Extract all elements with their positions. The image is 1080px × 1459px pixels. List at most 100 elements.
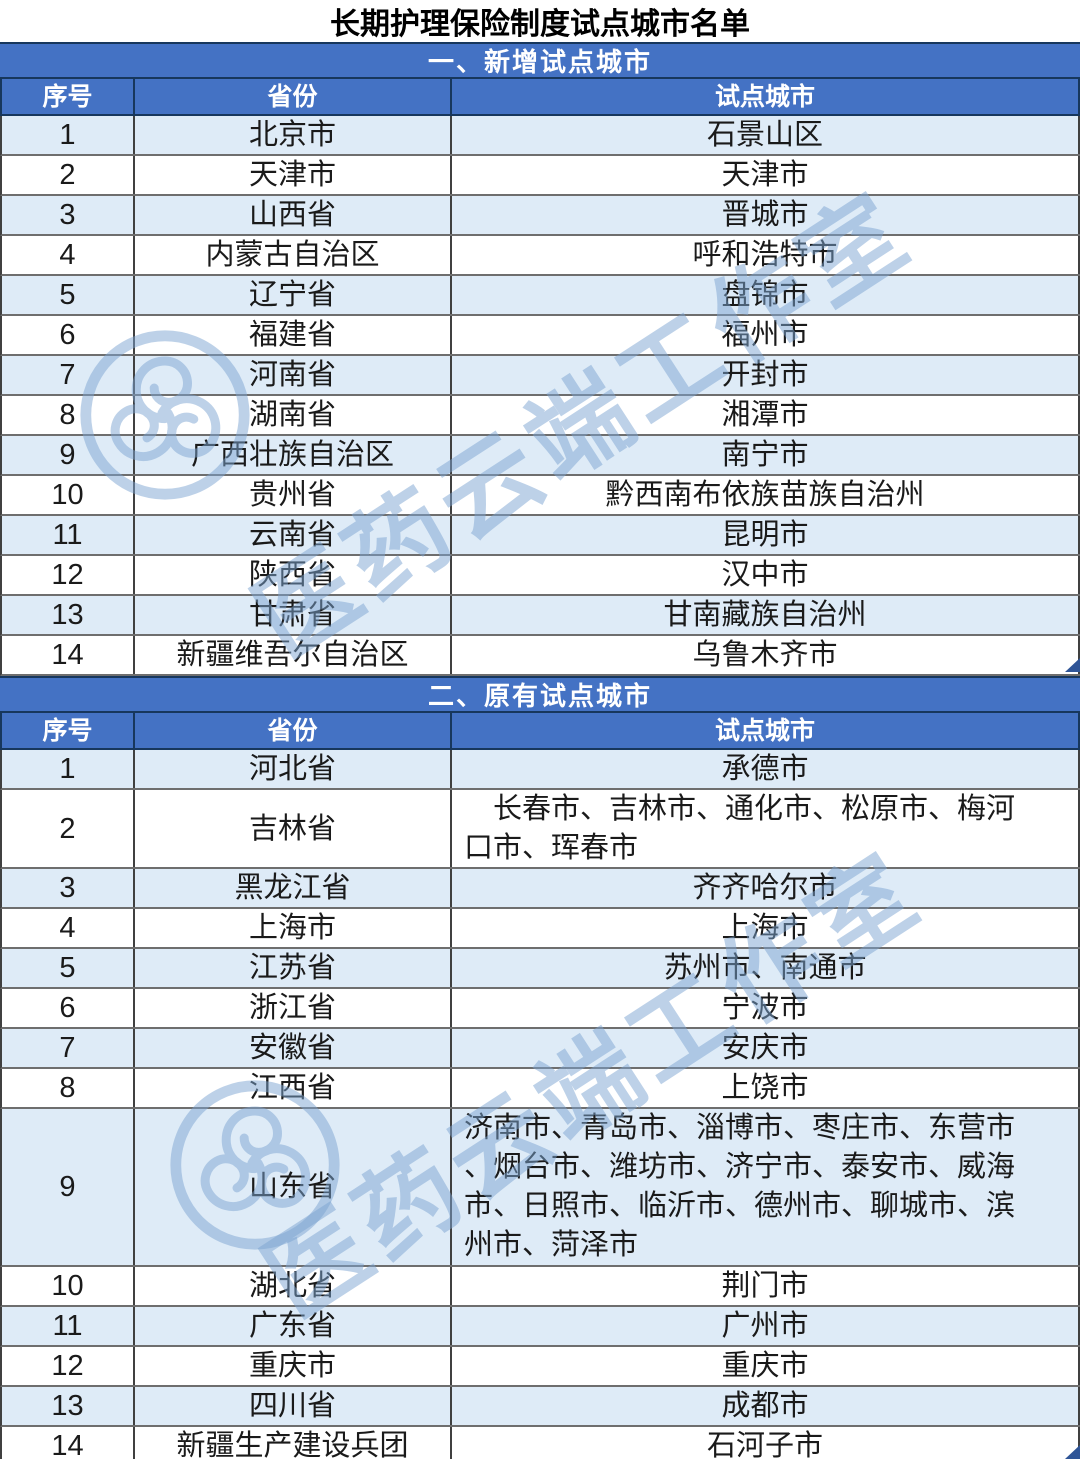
cell-province: 甘肃省 xyxy=(135,596,452,634)
cell-province: 安徽省 xyxy=(135,1029,452,1067)
cell-province: 陕西省 xyxy=(135,556,452,594)
cell-province: 河南省 xyxy=(135,356,452,394)
corner-mark-upper xyxy=(1065,658,1080,672)
cell-province: 四川省 xyxy=(135,1387,452,1425)
cell-province: 新疆维吾尔自治区 xyxy=(135,636,452,674)
table-row: 9 山东省 济南市、青岛市、淄博市、枣庄市、东营市 、烟台市、潍坊市、济宁市、泰安市… xyxy=(0,1109,1080,1267)
table-row: 1 河北省 承德市 xyxy=(0,750,1080,790)
table-row: 10 湖北省 荆门市 xyxy=(0,1267,1080,1307)
table-body: 1 北京市 石景山区 2 天津市 天津市 3 山西省 晋城市 4 内蒙古自治区 呼和浩特市 5 辽宁省 盘锦… xyxy=(0,116,1080,676)
cell-province: 上海市 xyxy=(135,909,452,947)
cell-no: 5 xyxy=(2,949,135,987)
cell-province: 湖北省 xyxy=(135,1267,452,1305)
table-row: 11 云南省 昆明市 xyxy=(0,516,1080,556)
table-row: 5 辽宁省 盘锦市 xyxy=(0,276,1080,316)
table-row: 9 广西壮族自治区 南宁市 xyxy=(0,436,1080,476)
table-row: 14 新疆生产建设兵团 石河子市 xyxy=(0,1427,1080,1459)
cell-no: 4 xyxy=(2,236,135,274)
cell-cities: 乌鲁木齐市 xyxy=(452,636,1080,674)
table-row: 2 吉林省 长春市、吉林市、通化市、松原市、梅河 口市、珲春市 xyxy=(0,790,1080,869)
cell-no: 7 xyxy=(2,356,135,394)
table-row: 12 重庆市 重庆市 xyxy=(0,1347,1080,1387)
cell-cities: 广州市 xyxy=(452,1307,1080,1345)
cell-no: 11 xyxy=(2,1307,135,1345)
cell-province: 黑龙江省 xyxy=(135,869,452,907)
cell-province: 湖南省 xyxy=(135,396,452,434)
cell-no: 6 xyxy=(2,989,135,1027)
cell-cities: 福州市 xyxy=(452,316,1080,354)
table-row: 4 内蒙古自治区 呼和浩特市 xyxy=(0,236,1080,276)
cell-no: 12 xyxy=(2,1347,135,1385)
cell-province: 辽宁省 xyxy=(135,276,452,314)
cell-cities: 石景山区 xyxy=(452,116,1080,154)
cell-province: 山东省 xyxy=(135,1109,452,1265)
table-row: 7 安徽省 安庆市 xyxy=(0,1029,1080,1069)
cell-cities: 宁波市 xyxy=(452,989,1080,1027)
cell-cities: 上饶市 xyxy=(452,1069,1080,1107)
table-row: 6 浙江省 宁波市 xyxy=(0,989,1080,1029)
section-heading: 二、原有试点城市 xyxy=(0,676,1080,713)
cell-cities: 甘南藏族自治州 xyxy=(452,596,1080,634)
cell-no: 4 xyxy=(2,909,135,947)
cell-cities: 开封市 xyxy=(452,356,1080,394)
cell-no: 14 xyxy=(2,1427,135,1459)
cell-province: 山西省 xyxy=(135,196,452,234)
cell-cities: 盘锦市 xyxy=(452,276,1080,314)
cell-no: 2 xyxy=(2,790,135,867)
section-new-pilot-cities: 一、新增试点城市 序号 省份 试点城市 1 北京市 石景山区 2 天津市 天津市 3 山西省晋… xyxy=(0,42,1080,676)
cell-cities: 荆门市 xyxy=(452,1267,1080,1305)
cell-cities: 安庆市 xyxy=(452,1029,1080,1067)
cell-province: 浙江省 xyxy=(135,989,452,1027)
cell-cities: 上海市 xyxy=(452,909,1080,947)
cell-cities: 承德市 xyxy=(452,750,1080,788)
cell-cities: 南宁市 xyxy=(452,436,1080,474)
cell-province: 贵州省 xyxy=(135,476,452,514)
column-header-cities: 试点城市 xyxy=(452,79,1080,114)
cell-province: 江苏省 xyxy=(135,949,452,987)
table-body: 1 河北省 承德市 2 吉林省 长春市、吉林市、通化市、松原市、梅河 口市、珲春市 3 黑龙… xyxy=(0,750,1080,1459)
table-row: 13 四川省 成都市 xyxy=(0,1387,1080,1427)
cell-no: 2 xyxy=(2,156,135,194)
table-row: 12 陕西省 汉中市 xyxy=(0,556,1080,596)
cell-cities: 天津市 xyxy=(452,156,1080,194)
cell-province: 河北省 xyxy=(135,750,452,788)
cell-province: 新疆生产建设兵团 xyxy=(135,1427,452,1459)
table-row: 8 湖南省 湘潭市 xyxy=(0,396,1080,436)
column-header-no: 序号 xyxy=(2,713,135,748)
cell-no: 7 xyxy=(2,1029,135,1067)
cell-province: 吉林省 xyxy=(135,790,452,867)
table-row: 5 江苏省 苏州市、南通市 xyxy=(0,949,1080,989)
table-row: 2 天津市 天津市 xyxy=(0,156,1080,196)
table-row: 3 山西省 晋城市 xyxy=(0,196,1080,236)
table-row: 13 甘肃省 甘南藏族自治州 xyxy=(0,596,1080,636)
cell-cities: 齐齐哈尔市 xyxy=(452,869,1080,907)
cell-cities: 晋城市 xyxy=(452,196,1080,234)
cell-province: 广西壮族自治区 xyxy=(135,436,452,474)
cell-cities: 重庆市 xyxy=(452,1347,1080,1385)
cell-no: 10 xyxy=(2,1267,135,1305)
table-row: 4 上海市 上海市 xyxy=(0,909,1080,949)
cell-province: 北京市 xyxy=(135,116,452,154)
cell-no: 6 xyxy=(2,316,135,354)
cell-no: 9 xyxy=(2,436,135,474)
cell-no: 9 xyxy=(2,1109,135,1265)
cell-province: 内蒙古自治区 xyxy=(135,236,452,274)
cell-province: 天津市 xyxy=(135,156,452,194)
column-header-row: 序号 省份 试点城市 xyxy=(0,79,1080,116)
cell-cities: 昆明市 xyxy=(452,516,1080,554)
page-title: 长期护理保险制度试点城市名单 xyxy=(0,0,1080,42)
cell-province: 重庆市 xyxy=(135,1347,452,1385)
cell-cities: 石河子市 xyxy=(452,1427,1080,1459)
corner-mark-lower xyxy=(1065,1445,1080,1459)
table-row: 6 福建省 福州市 xyxy=(0,316,1080,356)
cell-province: 云南省 xyxy=(135,516,452,554)
table-row: 7 河南省 开封市 xyxy=(0,356,1080,396)
cell-cities: 苏州市、南通市 xyxy=(452,949,1080,987)
cell-province: 广东省 xyxy=(135,1307,452,1345)
cell-no: 8 xyxy=(2,396,135,434)
table-row: 3 黑龙江省 齐齐哈尔市 xyxy=(0,869,1080,909)
column-header-cities: 试点城市 xyxy=(452,713,1080,748)
cell-no: 13 xyxy=(2,1387,135,1425)
cell-no: 13 xyxy=(2,596,135,634)
